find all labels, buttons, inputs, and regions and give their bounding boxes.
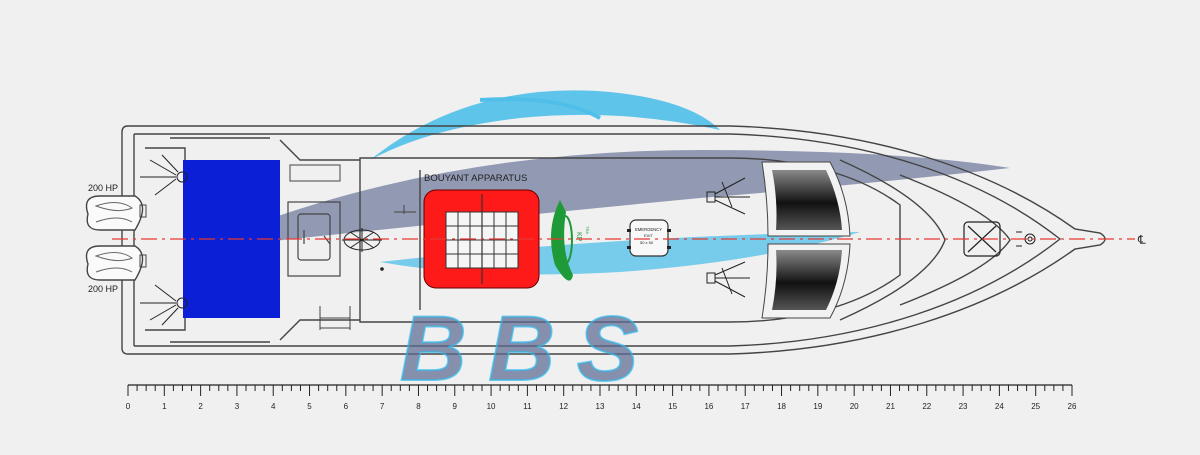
scale-tick-label: 20 (850, 402, 859, 411)
scale-tick-label: 22 (922, 402, 931, 411)
scale-tick-label: 1 (162, 402, 167, 411)
centerline-symbol: ℄ (1137, 233, 1146, 247)
nav-light-top (706, 177, 750, 215)
scale-tick-label: 25 (1031, 402, 1040, 411)
scale-tick-label: 17 (741, 402, 750, 411)
scale-tick-label: 3 (235, 402, 240, 411)
scale-tick-label: 2 (198, 402, 203, 411)
scale-tick-label: 6 (344, 402, 349, 411)
emergency-label-3: 50 x 50 (640, 240, 654, 245)
emergency-label-2: EXIT (644, 233, 653, 238)
scale-tick-label: 16 (704, 402, 713, 411)
scale-tick-label: 18 (777, 402, 786, 411)
scale-tick-label: 12 (559, 402, 568, 411)
anchor-windlass (342, 228, 382, 252)
scale-tick-label: 7 (380, 402, 385, 411)
scale-tick-label: 24 (995, 402, 1004, 411)
scale-tick-label: 5 (307, 402, 312, 411)
scale-tick-label: 23 (959, 402, 968, 411)
scale-tick-label: 11 (523, 402, 532, 411)
emergency-exit-hatch (627, 219, 671, 257)
bbs-watermark-swoosh (190, 90, 1010, 275)
deck-hatch-small (289, 164, 341, 182)
scale-tick-label: 8 (416, 402, 421, 411)
engine-label-bottom: 200 HP (88, 284, 118, 294)
aft-cleat-top (140, 154, 188, 196)
outboard-engine-bottom (85, 245, 147, 281)
scale-tick-label: 15 (668, 402, 677, 411)
kp-logo-sub: TRA (585, 226, 590, 234)
scale-tick-label: 26 (1068, 402, 1077, 411)
scale-tick-label: 14 (632, 402, 641, 411)
kp-logo: KP TRA (551, 200, 590, 281)
scale-tick-label: 0 (126, 402, 131, 411)
windshield-bottom (761, 243, 851, 319)
cleat-fwd-small (394, 205, 416, 214)
nav-light-bottom (706, 261, 750, 298)
scale-tick-label: 4 (271, 402, 276, 411)
scale-tick-label: 13 (596, 402, 605, 411)
deck-ladder (319, 306, 351, 330)
kp-logo-text: KP (575, 232, 582, 242)
scale-tick-label: 21 (886, 402, 895, 411)
outboard-engine-top (85, 195, 147, 231)
windshield-top (761, 161, 851, 237)
scale-tick-label: 9 (453, 402, 458, 411)
bbs-watermark-text: BBS (400, 298, 660, 400)
aft-cleat-bottom (140, 284, 188, 326)
scale-tick-label: 19 (813, 402, 822, 411)
console-seat (287, 201, 341, 277)
engine-label-top: 200 HP (88, 183, 118, 193)
deck-drain (380, 267, 384, 271)
scale-tick-label: 10 (487, 402, 496, 411)
scale-bar: 0 1 2 3 4 5 6 7 8 9 10 11 12 13 14 15 16 17 18 19 20 21 22 23 24… (126, 384, 1077, 411)
bouyant-apparatus-label: BOUYANT APPARATUS (424, 173, 527, 184)
emergency-label-1: EMERGENCY (635, 227, 662, 232)
